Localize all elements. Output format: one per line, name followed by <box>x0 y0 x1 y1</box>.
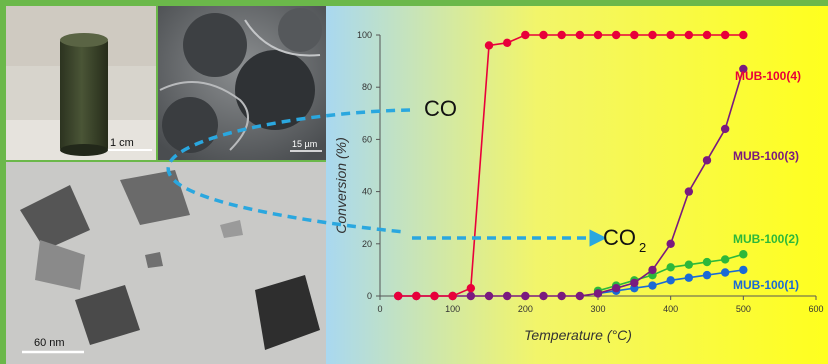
data-point <box>720 255 730 264</box>
data-point <box>720 30 730 40</box>
data-point <box>739 30 748 40</box>
data-point <box>684 187 694 196</box>
data-point <box>484 41 494 50</box>
data-point <box>575 291 585 301</box>
conversion-chart: 0 100 200 300 400 500 600 0 20 40 60 80 100 MUB-100(… <box>333 30 824 343</box>
data-point <box>611 30 621 40</box>
data-point <box>702 257 712 267</box>
series-label: MUB-100(3) <box>733 149 799 163</box>
x-tick-label: 200 <box>518 304 533 314</box>
data-point <box>557 291 566 301</box>
data-point <box>448 291 457 301</box>
data-point <box>739 64 748 74</box>
data-point <box>666 239 675 248</box>
y-tick-label: 100 <box>357 30 372 40</box>
series-mub-1004 <box>393 30 748 301</box>
data-point <box>466 291 476 301</box>
scale-label-sem: 15 µm <box>292 139 317 149</box>
data-point <box>593 30 603 40</box>
y-tick-label: 60 <box>362 134 372 144</box>
data-point <box>412 291 421 301</box>
series-label: MUB-100(1) <box>733 278 799 292</box>
data-point <box>557 30 566 40</box>
x-axis-label: Temperature (°C) <box>524 327 632 343</box>
data-point <box>702 156 712 165</box>
x-tick-label: 100 <box>445 304 460 314</box>
x-tick-label: 600 <box>808 304 823 314</box>
series-label: MUB-100(4) <box>735 69 801 83</box>
photo-tem: 60 nm <box>6 162 326 364</box>
chart-background <box>326 6 828 364</box>
data-point <box>684 30 694 40</box>
data-point <box>539 30 548 40</box>
data-point <box>666 30 675 40</box>
data-point <box>630 278 639 288</box>
data-point <box>430 291 439 301</box>
x-tick-label: 0 <box>377 304 382 314</box>
co-label: CO <box>424 96 457 121</box>
data-point <box>521 291 530 301</box>
data-point <box>739 250 748 259</box>
y-tick-label: 20 <box>362 239 372 249</box>
scale-label-1cm: 1 cm <box>110 137 134 149</box>
chart-series-labels: MUB-100(4) MUB-100(3) MUB-100(2) MUB-100(1) <box>733 69 801 292</box>
data-point <box>466 283 476 293</box>
data-point <box>648 265 657 275</box>
data-point <box>720 268 730 277</box>
data-point <box>611 283 621 293</box>
data-point <box>666 276 675 285</box>
photo-sem: 15 µm <box>158 6 326 160</box>
data-point <box>393 291 403 301</box>
scale-label-tem: 60 nm <box>34 337 65 349</box>
data-point <box>702 270 712 280</box>
co2-label: CO 2 <box>603 225 646 255</box>
data-point <box>575 30 585 40</box>
x-tick-label: 500 <box>736 304 751 314</box>
y-tick-label: 80 <box>362 82 372 92</box>
data-point <box>521 30 530 40</box>
co2-label-subscript: 2 <box>639 240 646 255</box>
data-point <box>666 263 675 272</box>
data-point <box>702 30 712 40</box>
data-point <box>648 30 657 40</box>
series-label: MUB-100(2) <box>733 232 799 246</box>
y-axis-label: Conversion (%) <box>333 137 349 233</box>
data-point <box>684 260 694 269</box>
data-point <box>539 291 548 301</box>
data-point <box>502 38 512 48</box>
data-point <box>593 289 603 298</box>
y-tick-label: 40 <box>362 187 372 197</box>
x-tick-label: 400 <box>663 304 678 314</box>
data-point <box>648 281 657 290</box>
photo-sample: 1 cm <box>6 6 156 160</box>
data-point <box>484 291 494 301</box>
y-tick-label: 0 <box>367 291 372 301</box>
data-point <box>502 291 512 301</box>
x-tick-label: 300 <box>590 304 605 314</box>
co-curve-arrow <box>166 108 411 234</box>
data-point <box>720 124 730 134</box>
chart-series <box>393 30 748 301</box>
co2-label-main: CO <box>603 225 636 250</box>
data-point <box>684 273 694 282</box>
data-point <box>630 30 639 40</box>
data-point <box>739 265 748 275</box>
